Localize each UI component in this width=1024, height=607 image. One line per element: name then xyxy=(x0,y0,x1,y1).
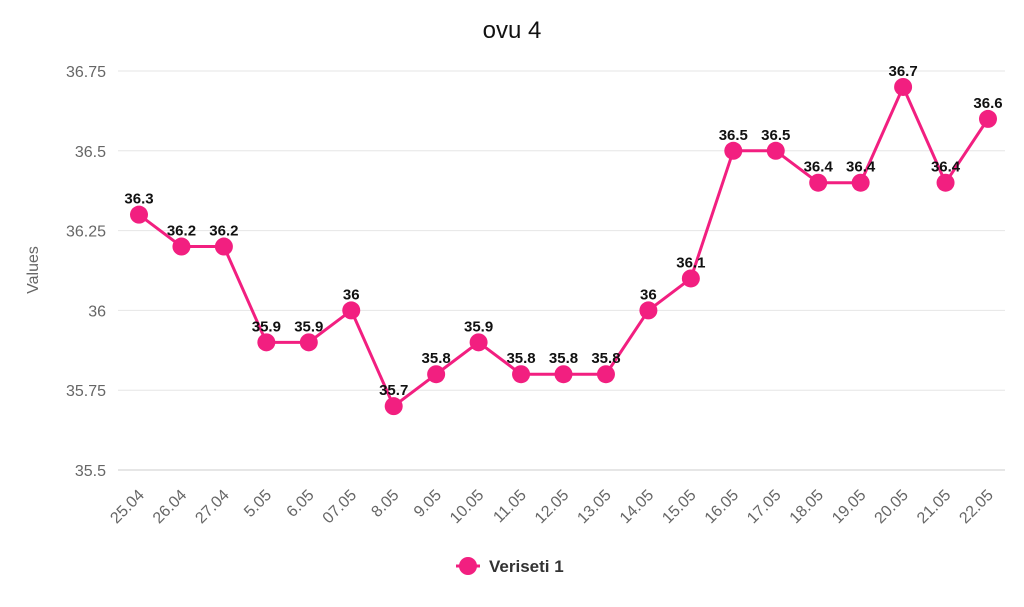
data-label: 36.6 xyxy=(973,95,1002,112)
x-tick-label: 9.05 xyxy=(411,487,445,521)
data-point[interactable] xyxy=(809,173,828,192)
y-tick-label: 36.5 xyxy=(75,144,106,161)
x-tick-label: 8.05 xyxy=(368,487,402,521)
data-label: 36 xyxy=(343,286,360,303)
legend-label: Veriseti 1 xyxy=(489,557,564,576)
y-tick-label: 35.5 xyxy=(75,463,106,480)
data-point[interactable] xyxy=(299,333,318,352)
data-point[interactable] xyxy=(639,301,658,320)
x-tick-label: 18.05 xyxy=(787,487,827,527)
y-tick-label: 36.25 xyxy=(66,224,106,241)
x-tick-label: 22.05 xyxy=(956,487,996,527)
data-label: 36.2 xyxy=(209,223,238,240)
data-label: 36.7 xyxy=(888,63,917,80)
data-label: 36.4 xyxy=(931,159,961,176)
x-tick-label: 10.05 xyxy=(447,487,487,527)
data-point[interactable] xyxy=(766,141,785,160)
data-label: 36.2 xyxy=(167,223,196,240)
y-tick-label: 35.75 xyxy=(66,383,106,400)
x-tick-label: 25.04 xyxy=(107,487,147,527)
data-point[interactable] xyxy=(851,173,870,192)
data-label: 36.4 xyxy=(846,159,876,176)
data-label: 35.8 xyxy=(591,350,620,367)
data-label: 35.9 xyxy=(252,318,281,335)
legend[interactable]: Veriseti 1 xyxy=(456,557,564,576)
data-point[interactable] xyxy=(257,333,276,352)
data-label: 35.8 xyxy=(506,350,535,367)
data-label: 35.7 xyxy=(379,382,408,399)
data-point[interactable] xyxy=(172,237,191,256)
data-label: 35.8 xyxy=(549,350,578,367)
data-label: 35.9 xyxy=(464,318,493,335)
x-tick-label: 15.05 xyxy=(659,487,699,527)
y-axis-label: Values xyxy=(25,246,42,294)
x-tick-label: 16.05 xyxy=(702,487,742,527)
data-label: 36.4 xyxy=(804,159,834,176)
data-point[interactable] xyxy=(512,365,531,384)
x-tick-label: 19.05 xyxy=(829,487,869,527)
x-tick-label: 20.05 xyxy=(872,487,912,527)
legend-marker xyxy=(459,557,477,575)
data-label: 36.5 xyxy=(719,127,748,144)
data-label: 36.3 xyxy=(124,191,153,208)
data-point[interactable] xyxy=(681,269,700,288)
x-tick-label: 14.05 xyxy=(617,487,657,527)
x-tick-label: 6.05 xyxy=(284,487,318,521)
data-label: 36.5 xyxy=(761,127,790,144)
data-point[interactable] xyxy=(384,397,403,416)
data-label: 36 xyxy=(640,286,657,303)
data-point[interactable] xyxy=(894,77,913,96)
data-label: 35.8 xyxy=(422,350,451,367)
data-label: 35.9 xyxy=(294,318,323,335)
data-point[interactable] xyxy=(130,205,148,224)
data-point[interactable] xyxy=(469,333,488,352)
y-tick-label: 36.75 xyxy=(66,64,106,81)
x-tick-label: 17.05 xyxy=(744,487,784,527)
x-tick-label: 26.04 xyxy=(150,487,190,527)
data-point[interactable] xyxy=(554,365,573,384)
data-point[interactable] xyxy=(596,365,615,384)
data-point[interactable] xyxy=(936,173,955,192)
x-tick-label: 27.04 xyxy=(192,487,232,527)
x-tick-label: 5.05 xyxy=(241,487,275,521)
data-point[interactable] xyxy=(214,237,233,256)
data-label: 36.1 xyxy=(676,254,705,271)
data-point[interactable] xyxy=(979,109,997,128)
y-tick-label: 36 xyxy=(88,303,106,320)
x-tick-label: 12.05 xyxy=(532,487,572,527)
data-point[interactable] xyxy=(427,365,446,384)
x-tick-label: 07.05 xyxy=(320,487,360,527)
data-point[interactable] xyxy=(342,301,361,320)
chart-title: ovu 4 xyxy=(483,17,542,44)
x-tick-label: 11.05 xyxy=(490,487,530,527)
data-point[interactable] xyxy=(724,141,743,160)
x-tick-label: 21.05 xyxy=(914,487,954,527)
x-tick-label: 13.05 xyxy=(574,487,614,527)
